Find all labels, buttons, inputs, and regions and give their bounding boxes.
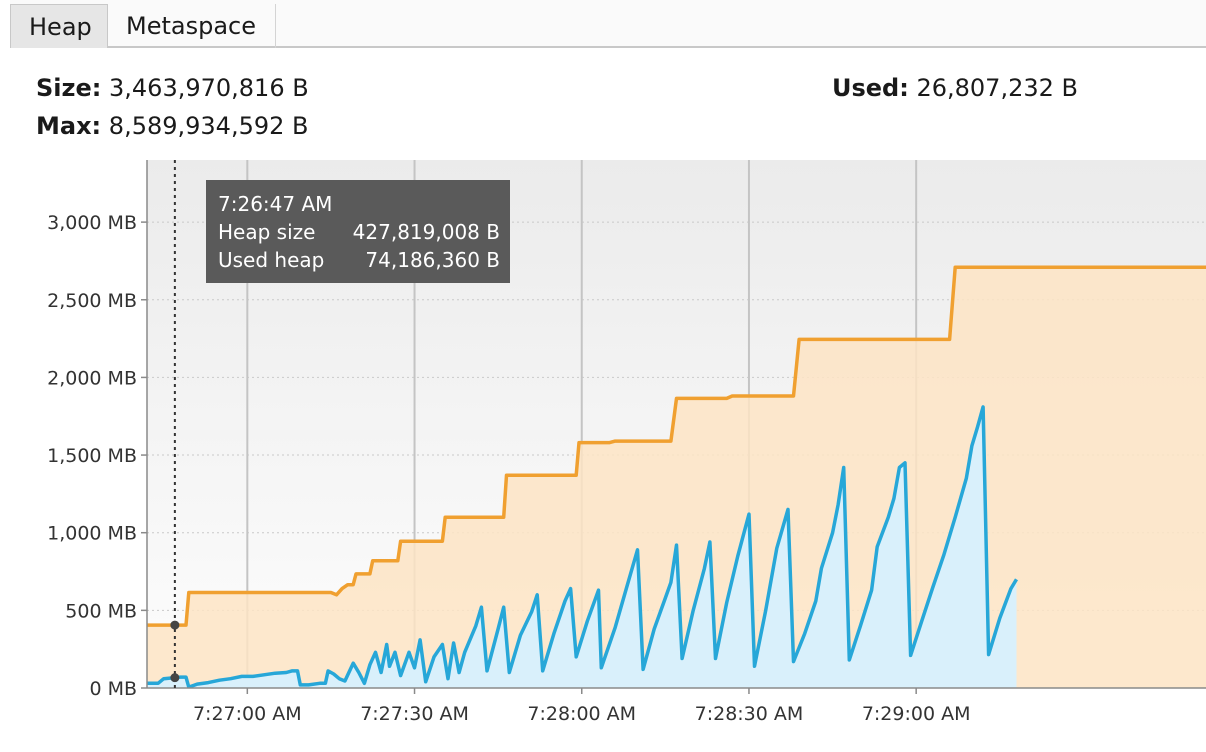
tab-heap[interactable]: Heap: [10, 4, 108, 48]
y-tick-label: 2,500 MB: [47, 290, 137, 312]
max-value: 8,589,934,592 B: [108, 112, 309, 140]
x-tick-label: 7:28:00 AM: [527, 703, 636, 725]
max-stat: Max: 8,589,934,592 B: [36, 112, 308, 140]
size-stat: Size: 3,463,970,816 B: [36, 74, 309, 102]
size-label: Size:: [36, 74, 102, 102]
tooltip-time: 7:26:47 AM: [218, 192, 332, 216]
heap-size-line: [147, 265, 1206, 627]
heap-chart: 0 MB 500 MB 1,000 MB 1,500 MB 2,000 MB 2,500 …: [47, 160, 1206, 725]
cursor-used-heap-dot: [170, 673, 180, 683]
x-tick-label: 7:28:30 AM: [695, 703, 804, 725]
used-heap-area: [147, 406, 1017, 688]
chart-series: [147, 265, 1206, 688]
used-value: 26,807,232 B: [916, 74, 1078, 102]
size-value: 3,463,970,816 B: [109, 74, 309, 102]
max-label: Max:: [36, 112, 102, 140]
tooltip-used-heap-value: 74,186,360 B: [365, 248, 500, 272]
y-tick-label: 0 MB: [89, 678, 137, 700]
tooltip-used-heap-label: Used heap: [218, 248, 324, 272]
tooltip: 7:26:47 AM Heap size 427,819,008 B Used …: [206, 180, 510, 283]
y-tick-label: 3,000 MB: [47, 212, 137, 234]
used-stat: Used: 26,807,232 B: [832, 74, 1078, 102]
x-tick-label: 7:27:30 AM: [360, 703, 469, 725]
x-tick-label: 7:27:00 AM: [193, 703, 302, 725]
used-heap-line: [147, 405, 1018, 688]
tab-metaspace[interactable]: Metaspace: [108, 4, 276, 48]
y-tick-label: 2,000 MB: [47, 367, 137, 389]
hover-cursor: [170, 160, 180, 688]
x-tick-label: 7:29:00 AM: [862, 703, 971, 725]
y-tick-label: 1,000 MB: [47, 523, 137, 545]
tooltip-heap-size-label: Heap size: [218, 220, 315, 244]
axis-ticks: 0 MB 500 MB 1,000 MB 1,500 MB 2,000 MB 2,500 …: [47, 212, 970, 725]
tooltip-box: [206, 180, 510, 283]
y-tick-label: 1,500 MB: [47, 445, 137, 467]
y-tick-label: 500 MB: [65, 600, 137, 622]
cursor-heap-size-dot: [170, 620, 180, 630]
memory-tabs: Heap Metaspace: [10, 0, 1206, 48]
tooltip-heap-size-value: 427,819,008 B: [353, 220, 500, 244]
used-label: Used:: [832, 74, 909, 102]
